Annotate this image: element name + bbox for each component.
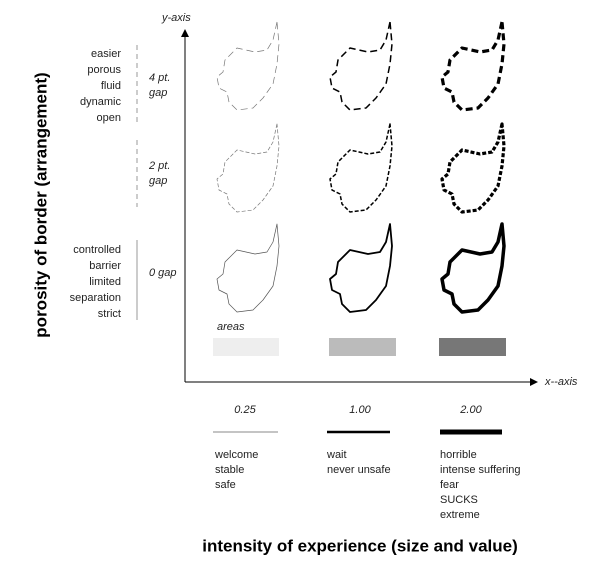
column-descriptor: fear: [440, 479, 459, 491]
x-axis-label: x--axis: [544, 376, 578, 388]
border-shape: [329, 123, 393, 213]
gap-label: 0 gap: [149, 267, 177, 279]
column-descriptor: welcome: [214, 449, 258, 461]
gap-label: gap: [149, 175, 167, 187]
x-title: intensity of experience (size and value): [202, 536, 518, 555]
border-shape: [216, 21, 280, 111]
column-descriptor: stable: [215, 464, 244, 476]
weight-label: 2.00: [459, 404, 482, 416]
row-descriptor: dynamic: [80, 96, 121, 108]
column-descriptor: extreme: [440, 509, 480, 521]
y-axis-label: y-axis: [161, 12, 191, 24]
row-descriptor: limited: [89, 276, 121, 288]
border-shape: [329, 223, 393, 313]
area-swatch: [329, 338, 396, 356]
row-descriptor: barrier: [89, 260, 121, 272]
row-descriptor: open: [97, 112, 121, 124]
row-descriptor: separation: [70, 292, 121, 304]
weight-label: 1.00: [349, 404, 371, 416]
areas-label: areas: [217, 321, 245, 333]
gap-label: gap: [149, 87, 167, 99]
area-swatch: [439, 338, 506, 356]
border-shape: [440, 122, 506, 214]
border-shape: [216, 123, 280, 213]
column-descriptor: wait: [326, 449, 347, 461]
column-descriptor: SUCKS: [440, 494, 478, 506]
row-descriptor: porous: [87, 64, 121, 76]
gap-label: 2 pt.: [148, 160, 170, 172]
row-descriptor: controlled: [73, 244, 121, 256]
column-descriptor: safe: [215, 479, 236, 491]
y-title: porosity of border (arrangement): [31, 72, 50, 337]
row-descriptor: easier: [91, 48, 121, 60]
border-shape: [440, 222, 506, 314]
column-descriptor: intense suffering: [440, 464, 521, 476]
gap-label: 4 pt.: [149, 72, 170, 84]
column-descriptor: never unsafe: [327, 464, 391, 476]
area-swatch: [213, 338, 279, 356]
row-descriptor: fluid: [101, 80, 121, 92]
weight-label: 0.25: [234, 404, 256, 416]
column-descriptor: horrible: [440, 449, 477, 461]
border-shape: [440, 20, 506, 112]
border-shape: [216, 223, 280, 313]
border-shape: [329, 21, 393, 111]
row-descriptor: strict: [98, 308, 121, 320]
